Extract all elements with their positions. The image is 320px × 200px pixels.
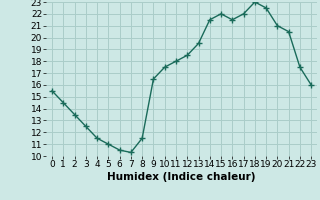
X-axis label: Humidex (Indice chaleur): Humidex (Indice chaleur) [107, 172, 256, 182]
